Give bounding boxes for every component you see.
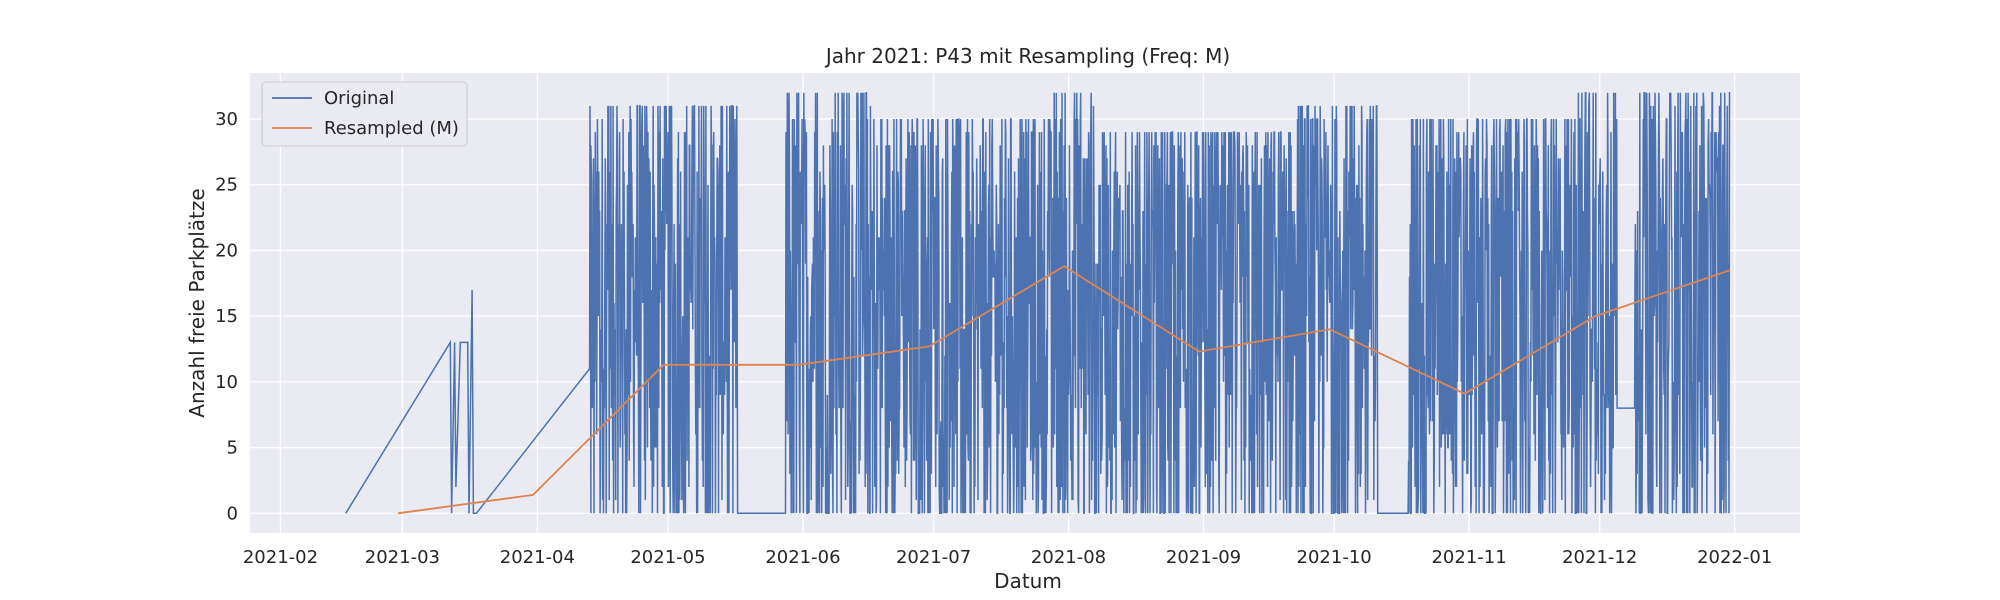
- x-tick-label: 2021-04: [500, 547, 575, 568]
- legend-label-resampled: Resampled (M): [324, 118, 459, 139]
- y-tick-label: 10: [215, 372, 238, 393]
- x-axis-label: Datum: [994, 569, 1062, 593]
- legend-box: [261, 81, 468, 147]
- x-tick-label: 2021-09: [1166, 547, 1241, 568]
- x-tick-label: 2021-07: [896, 547, 971, 568]
- chart-title: Jahr 2021: P43 mit Resampling (Freq: M): [824, 44, 1230, 68]
- x-tick-label: 2021-06: [765, 547, 840, 568]
- series-resampled: [397, 265, 1731, 515]
- series-line-original: [345, 91, 1731, 515]
- y-tick-label: 20: [215, 240, 238, 261]
- x-tick-label: 2021-10: [1297, 547, 1372, 568]
- y-tick-label: 5: [227, 438, 238, 459]
- x-tick-labels: 2021-02 2021-03 2021-04 2021-05 2021-06 2021-…: [243, 547, 1772, 568]
- x-tick-label: 2021-05: [630, 547, 705, 568]
- x-tick-label: 2021-02: [243, 547, 318, 568]
- y-tick-label: 30: [215, 109, 238, 130]
- x-tick-label: 2022-01: [1697, 547, 1772, 568]
- y-tick-label: 15: [215, 306, 238, 327]
- x-tick-label: 2021-12: [1562, 547, 1637, 568]
- x-tick-label: 2021-03: [365, 547, 440, 568]
- x-tick-label: 2021-08: [1031, 547, 1106, 568]
- series-line-resampled: [397, 265, 1731, 515]
- y-tick-label: 0: [227, 503, 238, 524]
- x-tick-label: 2021-11: [1431, 547, 1506, 568]
- series-original: [345, 91, 1731, 515]
- y-tick-label: 25: [215, 175, 238, 196]
- legend: Original Resampled (M): [261, 81, 468, 147]
- legend-label-original: Original: [324, 88, 394, 109]
- y-axis-label: Anzahl freie Parkplätze: [185, 188, 209, 417]
- y-tick-labels: 0 5 10 15 20 25 30: [215, 109, 238, 524]
